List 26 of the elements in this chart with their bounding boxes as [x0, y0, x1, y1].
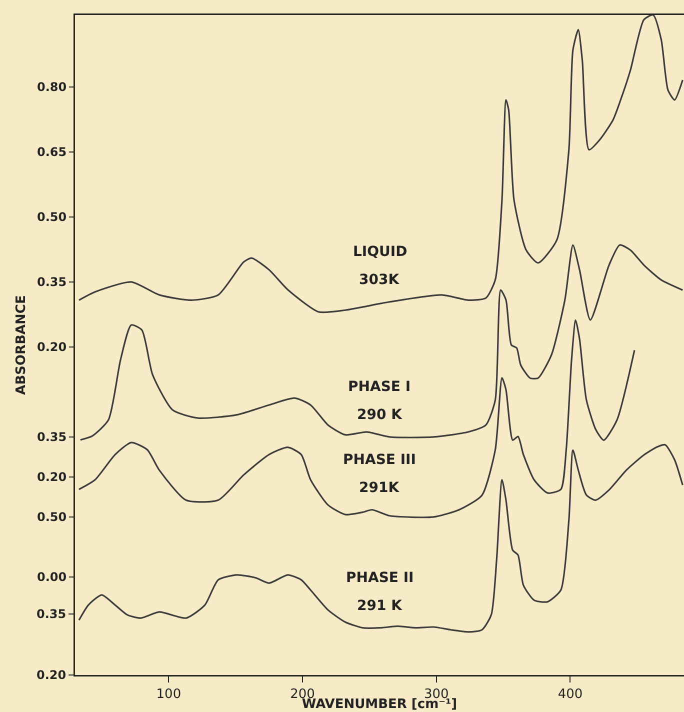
annotation: 303K — [359, 272, 400, 288]
annotation: PHASE II — [346, 570, 414, 586]
y-tick-label: 0.00 — [36, 570, 67, 584]
annotation: 291K — [359, 480, 400, 496]
y-tick-label: 0.35 — [36, 430, 67, 444]
y-axis-title: ABSORBANCE — [14, 295, 29, 395]
line-series — [78, 444, 684, 633]
annotation: PHASE I — [348, 379, 411, 395]
line-series — [80, 244, 684, 441]
y-tick-label: 0.35 — [36, 607, 66, 622]
y-tick-label: 0.50 — [36, 210, 67, 224]
annotation: 291 K — [357, 598, 404, 614]
line-series — [78, 15, 684, 314]
y-tick-label: 0.80 — [36, 80, 67, 94]
x-tick-label: 400 — [558, 687, 583, 702]
annotation: PHASE III — [343, 452, 416, 468]
y-tick-label: 0.20 — [36, 340, 67, 354]
y-tick-label: 0.35 — [36, 275, 67, 290]
y-tick-label: 0.20 — [36, 668, 66, 682]
y-tick-label: 0.50 — [36, 510, 67, 524]
y-tick-label: 0.20 — [36, 470, 67, 484]
line-series — [78, 319, 636, 518]
x-tick-label: 100 — [156, 687, 182, 702]
y-tick-label: 0.65 — [36, 145, 67, 160]
annotation: LIQUID — [353, 244, 408, 260]
annotation: 290 K — [357, 407, 404, 423]
